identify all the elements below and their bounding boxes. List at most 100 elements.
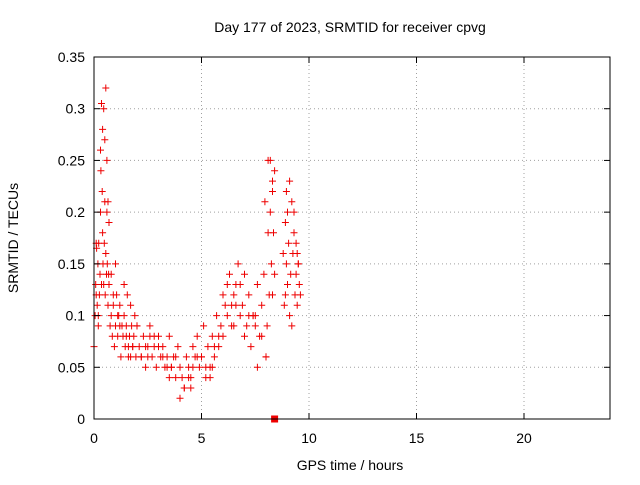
data-point xyxy=(193,353,201,361)
data-point xyxy=(116,301,124,309)
data-point xyxy=(221,301,229,309)
data-point xyxy=(206,374,214,382)
data-point xyxy=(271,167,279,175)
data-point xyxy=(131,312,139,320)
data-point xyxy=(107,312,115,320)
data-point xyxy=(243,322,251,330)
data-point xyxy=(116,322,124,330)
data-point xyxy=(230,291,238,299)
data-point xyxy=(133,322,141,330)
y-tick-label: 0.25 xyxy=(58,152,85,168)
data-point xyxy=(208,332,216,340)
data-point xyxy=(262,353,270,361)
data-point xyxy=(182,353,190,361)
data-point xyxy=(155,343,162,351)
data-point xyxy=(120,312,128,320)
data-point xyxy=(165,332,173,340)
data-point xyxy=(120,281,128,288)
data-point xyxy=(228,301,236,309)
x-tick-label: 15 xyxy=(409,430,425,446)
data-point xyxy=(217,322,225,330)
y-tick-label: 0.15 xyxy=(58,256,85,272)
data-point xyxy=(293,301,301,309)
data-point xyxy=(152,363,160,371)
axis-ticks xyxy=(93,56,610,420)
data-point xyxy=(94,322,102,330)
data-point xyxy=(122,332,130,340)
data-point xyxy=(187,384,195,392)
data-point xyxy=(295,281,303,288)
data-point xyxy=(103,260,111,268)
data-point xyxy=(193,332,201,340)
data-point xyxy=(280,301,288,309)
data-point xyxy=(178,374,186,382)
x-tick-label: 5 xyxy=(198,430,206,446)
y-tick-label: 0.2 xyxy=(66,204,86,220)
y-axis-label: SRMTID / TECUs xyxy=(5,183,21,293)
data-point xyxy=(208,363,216,371)
data-point xyxy=(103,208,111,216)
data-point xyxy=(109,291,117,299)
data-point xyxy=(241,270,248,278)
data-point xyxy=(105,219,113,226)
data-point xyxy=(142,363,150,371)
data-point xyxy=(102,250,110,257)
data-point xyxy=(288,322,296,330)
data-point xyxy=(174,343,182,351)
data-point xyxy=(101,291,109,299)
chart-title: Day 177 of 2023, SRMTID for receiver cpv… xyxy=(214,19,486,35)
data-point xyxy=(230,322,238,330)
y-tick-label: 0.1 xyxy=(66,308,86,324)
data-point xyxy=(285,239,293,247)
data-point xyxy=(261,198,269,206)
data-point xyxy=(172,353,180,361)
data-point xyxy=(236,281,244,288)
data-point xyxy=(100,105,108,113)
data-point xyxy=(127,301,135,309)
data-point xyxy=(130,332,138,340)
data-point xyxy=(292,270,300,278)
data-point xyxy=(260,270,268,278)
data-point xyxy=(117,353,125,361)
data-points xyxy=(90,84,304,423)
data-point xyxy=(296,291,304,299)
data-point xyxy=(99,229,107,237)
data-point xyxy=(204,343,212,351)
data-point xyxy=(266,208,274,216)
data-point xyxy=(98,188,106,195)
data-point xyxy=(241,332,248,340)
data-point xyxy=(101,136,109,144)
data-point xyxy=(266,156,274,164)
data-point xyxy=(129,343,137,351)
grid xyxy=(94,57,610,419)
data-point xyxy=(124,353,132,361)
data-point xyxy=(282,188,290,195)
data-point xyxy=(210,343,218,351)
data-point xyxy=(100,239,108,247)
data-point xyxy=(263,322,271,330)
data-point xyxy=(189,343,197,351)
data-point xyxy=(210,353,218,361)
y-tick-label: 0 xyxy=(77,411,85,427)
data-point xyxy=(180,384,188,392)
data-point xyxy=(294,260,302,268)
data-point xyxy=(97,146,104,154)
data-point xyxy=(215,332,223,340)
data-point xyxy=(271,270,279,278)
data-point xyxy=(185,374,193,382)
x-tick-label: 0 xyxy=(90,430,98,446)
data-point xyxy=(150,332,158,340)
data-point xyxy=(102,84,110,92)
data-point xyxy=(123,291,131,299)
data-point xyxy=(253,281,261,288)
data-point xyxy=(247,343,255,351)
data-point xyxy=(189,363,197,371)
data-point xyxy=(234,260,242,268)
data-point xyxy=(167,363,175,371)
data-point xyxy=(165,374,173,382)
data-point xyxy=(269,291,276,299)
y-tick-label: 0.35 xyxy=(58,49,85,65)
data-point xyxy=(98,100,105,107)
